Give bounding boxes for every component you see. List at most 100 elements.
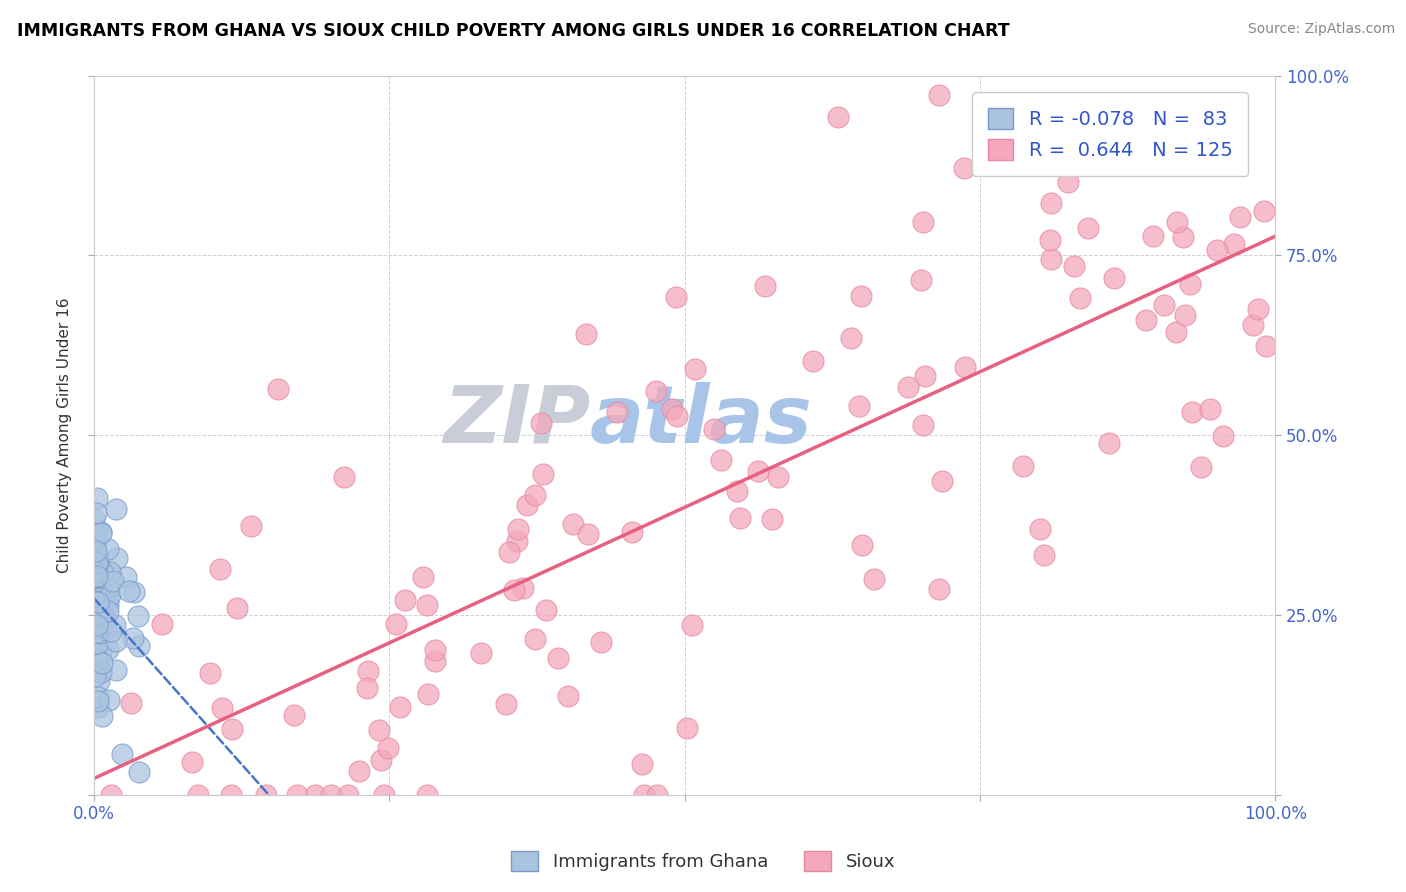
Point [1166,215,1188,229]
Point [84,533,107,547]
Point [94,614,117,628]
Point [1206,243,1229,257]
Point [86,593,108,607]
Point [524,632,547,646]
Point [633,788,655,802]
Legend: R = -0.078   N =  83, R =  0.644   N = 125: R = -0.078 N = 83, R = 0.644 N = 125 [972,93,1249,176]
Point [761,512,783,526]
Point [423,643,446,657]
Point [319,788,342,802]
Point [89,588,111,602]
Point [122,585,145,599]
Point [100,788,122,802]
Point [1166,325,1188,339]
Point [1063,259,1085,273]
Point [851,289,873,303]
Point [665,409,688,423]
Point [377,741,399,756]
Point [111,747,134,762]
Point [104,617,127,632]
Point [665,290,688,304]
Point [83,664,105,678]
Point [103,574,125,588]
Point [283,708,305,723]
Point [91,618,114,632]
Point [412,570,434,584]
Point [98,693,121,707]
Point [211,700,233,714]
Point [1223,237,1246,252]
Point [661,402,683,417]
Point [423,654,446,668]
Point [516,498,538,512]
Point [84,507,107,521]
Point [368,723,391,737]
Point [267,382,290,396]
Point [105,551,128,566]
Point [1180,277,1202,291]
Point [84,602,107,616]
Point [240,519,263,533]
Point [97,542,120,557]
Point [304,788,326,802]
Point [97,582,120,596]
Point [1241,318,1264,332]
Point [84,669,107,683]
Point [128,639,150,653]
Point [1247,301,1270,316]
Point [120,696,142,710]
Point [90,656,112,670]
Point [725,484,748,499]
Point [897,380,920,394]
Point [127,609,149,624]
Point [370,753,392,767]
Point [83,529,105,543]
Point [221,723,243,737]
Point [118,583,141,598]
Point [1181,404,1204,418]
Point [1218,113,1240,128]
Point [84,621,107,635]
Point [385,617,408,632]
Point [86,491,108,506]
Point [86,625,108,640]
Point [86,544,108,558]
Point [839,331,862,345]
Point [631,757,654,772]
Point [754,279,776,293]
Point [84,604,107,618]
Point [98,588,121,602]
Point [86,657,108,671]
Point [503,582,526,597]
Point [97,592,120,607]
Point [1173,229,1195,244]
Point [87,636,110,650]
Point [83,512,105,526]
Point [91,709,114,723]
Point [388,699,411,714]
Point [84,535,107,549]
Point [416,598,439,612]
Point [418,687,440,701]
Point [89,626,111,640]
Point [1253,204,1275,219]
Point [1135,313,1157,327]
Point [534,603,557,617]
Point [803,354,825,368]
Point [914,369,936,384]
Point [90,608,112,623]
Point [1029,523,1052,537]
Point [115,570,138,584]
Point [285,788,308,802]
Point [86,549,108,564]
Point [470,646,492,660]
Point [415,788,437,802]
Point [90,525,112,540]
Point [91,566,114,580]
Point [86,652,108,666]
Text: IMMIGRANTS FROM GHANA VS SIOUX CHILD POVERTY AMONG GIRLS UNDER 16 CORRELATION CH: IMMIGRANTS FROM GHANA VS SIOUX CHILD POV… [17,22,1010,40]
Point [576,527,599,541]
Point [1012,458,1035,473]
Point [86,524,108,538]
Point [86,574,108,589]
